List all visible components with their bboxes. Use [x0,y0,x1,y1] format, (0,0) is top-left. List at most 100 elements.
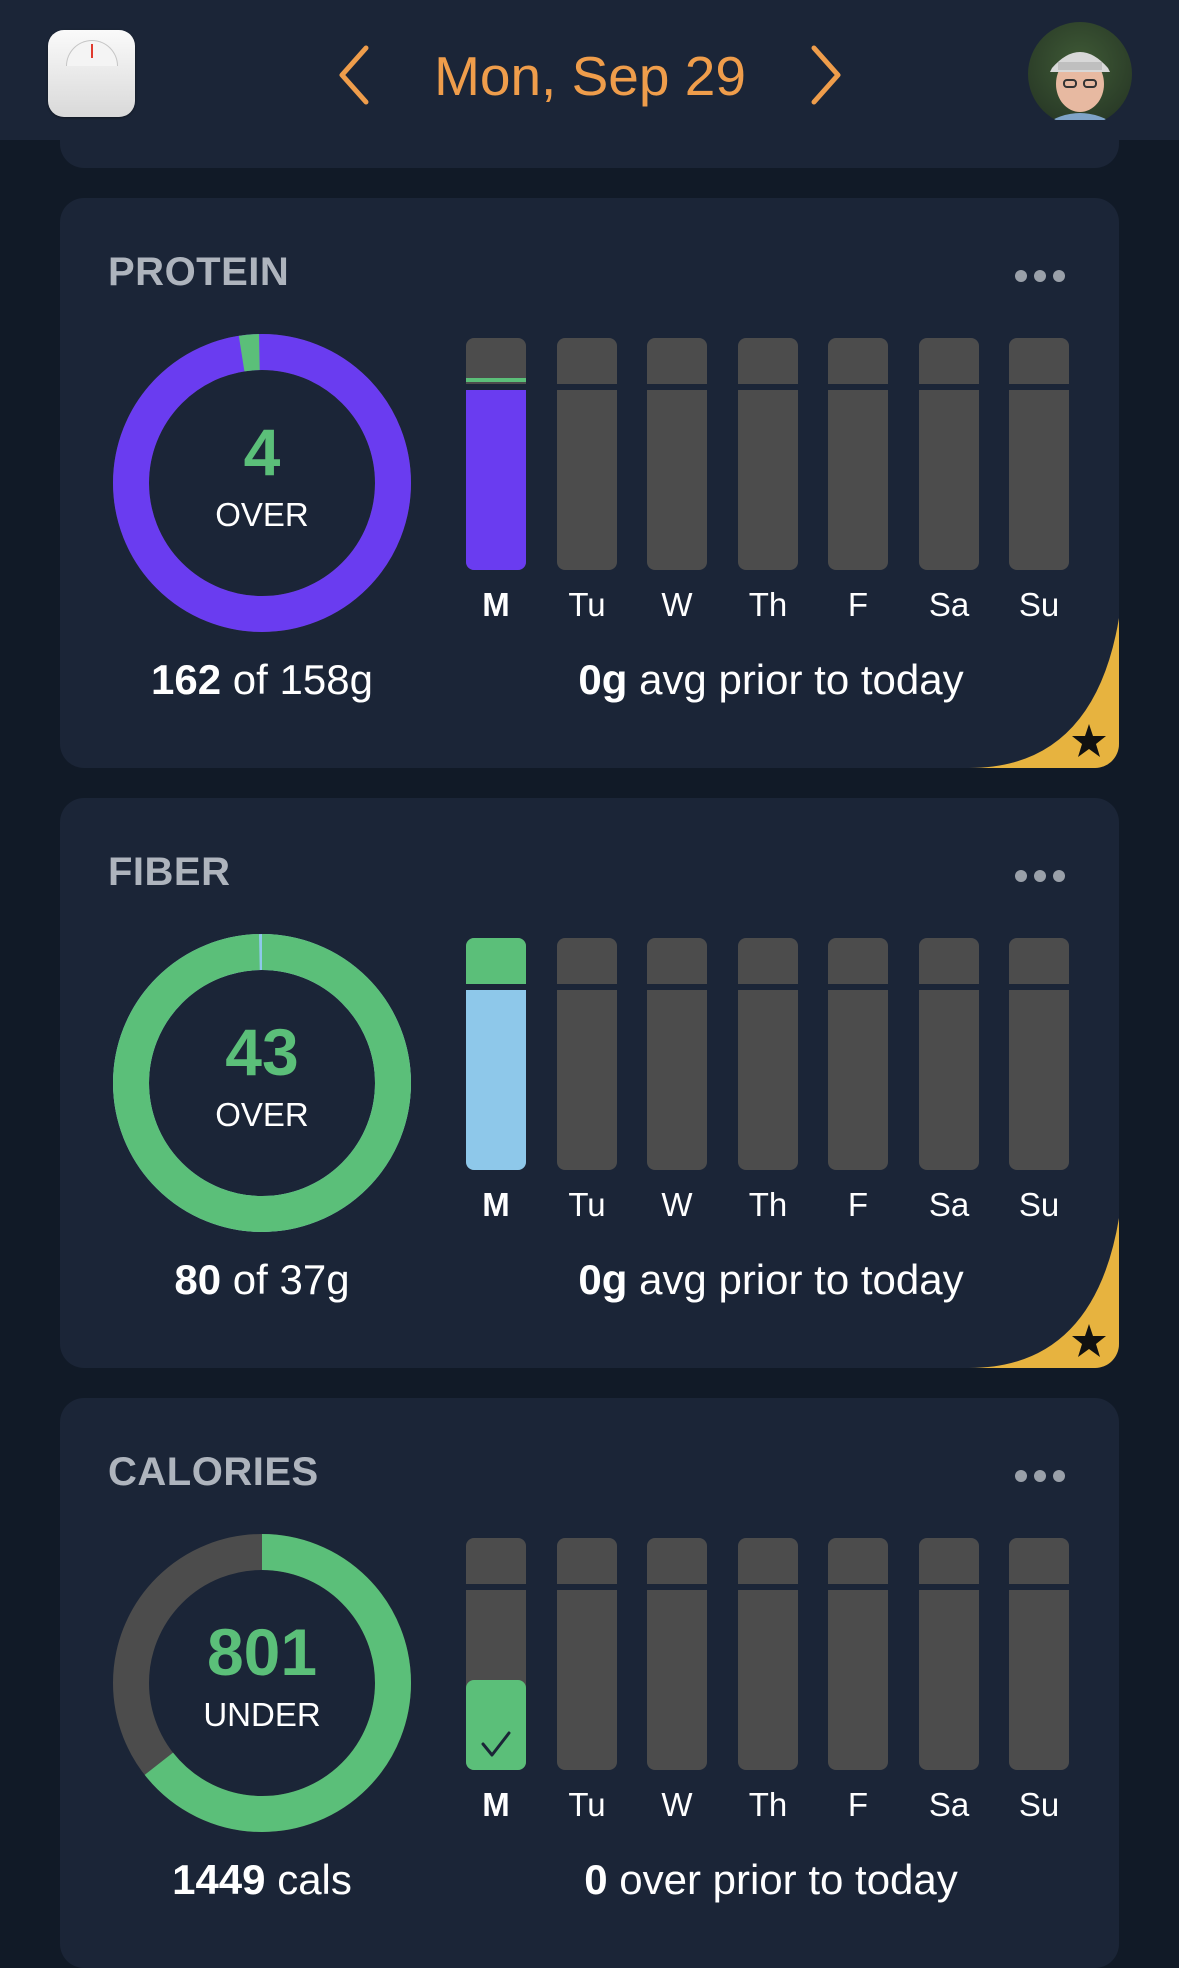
average-suffix: avg prior to today [627,1256,964,1303]
day-label: Th [748,1186,788,1223]
avatar[interactable] [1028,22,1132,126]
day-label: Su [1018,1186,1060,1223]
amount-suffix: of 158g [221,656,373,703]
day-bar-fill [466,989,526,1170]
day-bar-w[interactable] [647,338,707,570]
goal-line [828,384,888,390]
goal-line [738,1584,798,1590]
goal-line [919,1584,979,1590]
scale-icon[interactable] [48,30,135,117]
day-bar-w[interactable] [647,1538,707,1770]
goal-line [557,1584,617,1590]
day-label: Th [748,586,788,623]
day-bar-th[interactable] [738,338,798,570]
progress-ring [113,334,411,632]
amount-summary: 80 of 37g [60,1256,464,1304]
day-label: M [482,1186,510,1223]
day-label: Sa [928,1786,970,1823]
day-bar-tu[interactable] [557,1538,617,1770]
day-label: Su [1018,1786,1060,1823]
goal-line [647,384,707,390]
goal-line [828,984,888,990]
goal-line [647,1584,707,1590]
day-bar-m[interactable] [466,1538,526,1770]
ring-progress-arc [113,1534,411,1832]
day-bar-m[interactable] [466,938,526,1170]
day-bar-th[interactable] [738,1538,798,1770]
star-badge-icon[interactable] [969,618,1119,768]
amount-value: 162 [151,656,222,703]
weekly-bars: M Tu W Th F Sa Su [466,338,1076,638]
more-options-icon[interactable] [1015,1470,1065,1484]
day-bar-w[interactable] [647,938,707,1170]
ring-caption: OVER [215,1096,309,1133]
amount-suffix: of 37g [221,1256,350,1303]
day-label: W [661,586,693,623]
day-label: Su [1018,586,1060,623]
goal-line [647,984,707,990]
average-text: 0g avg prior to today [466,1256,1076,1304]
day-bar-su[interactable] [1009,938,1069,1170]
day-label: M [482,1786,510,1823]
day-bar-m[interactable] [466,338,526,570]
day-label: Sa [928,586,970,623]
scale-needle [91,44,93,58]
average-text: 0 over prior to today [466,1856,1076,1904]
amount-summary: 162 of 158g [60,656,464,704]
day-bar-th[interactable] [738,938,798,1170]
chevron-left-icon[interactable] [334,42,374,108]
more-options-icon[interactable] [1015,270,1065,284]
amount-suffix: cals [265,1856,352,1903]
fiber-card[interactable]: FIBER 43 OVER 80 of 37g M Tu W Th F Sa Su 0g a… [60,798,1119,1368]
card-title: CALORIES [108,1450,319,1494]
average-suffix: over prior to today [607,1856,958,1903]
top-bar: Mon, Sep 29 [0,0,1179,140]
day-label: F [847,1786,869,1823]
day-bar-f[interactable] [828,938,888,1170]
day-label: F [847,1186,869,1223]
day-bar-fill [466,389,526,570]
day-bar-sa[interactable] [919,938,979,1170]
day-bar-over [466,378,526,382]
day-label: Tu [568,586,606,623]
star-badge-icon[interactable] [969,1218,1119,1368]
day-label: M [482,586,510,623]
day-bar-tu[interactable] [557,938,617,1170]
day-bar-sa[interactable] [919,338,979,570]
goal-line [828,1584,888,1590]
ring-caption: UNDER [203,1696,321,1733]
more-options-icon[interactable] [1015,870,1065,884]
weekly-bars: M Tu W Th F Sa Su [466,938,1076,1238]
calories-card[interactable]: CALORIES 801 UNDER 1449 cals M Tu W Th F Sa Su… [60,1398,1119,1968]
day-bar-su[interactable] [1009,1538,1069,1770]
day-label: W [661,1786,693,1823]
goal-line [466,984,526,990]
date-label[interactable]: Mon, Sep 29 [434,45,746,107]
goal-line [557,384,617,390]
day-label: Th [748,1786,788,1823]
day-bar-fill [466,1680,526,1770]
goal-line [738,984,798,990]
average-suffix: avg prior to today [627,656,964,703]
card-title: FIBER [108,850,231,894]
goal-line [557,984,617,990]
chevron-right-icon[interactable] [806,42,846,108]
average-value: 0g [578,656,628,703]
goal-line [466,384,526,390]
ring-value: 4 [243,415,281,489]
goal-line [466,1584,526,1590]
goal-line [1009,984,1069,990]
day-label: Sa [928,1186,970,1223]
day-bar-su[interactable] [1009,338,1069,570]
protein-card[interactable]: PROTEIN 4 OVER 162 of 158g M Tu W Th F Sa Su 0… [60,198,1119,768]
day-bar-over [466,938,526,984]
day-bar-f[interactable] [828,1538,888,1770]
day-bar-tu[interactable] [557,338,617,570]
day-bar-sa[interactable] [919,1538,979,1770]
ring-caption: OVER [215,496,309,533]
ring-progress-arc [113,334,411,632]
card-title: PROTEIN [108,250,290,294]
day-label: Tu [568,1186,606,1223]
day-bar-f[interactable] [828,338,888,570]
amount-summary: 1449 cals [60,1856,464,1904]
